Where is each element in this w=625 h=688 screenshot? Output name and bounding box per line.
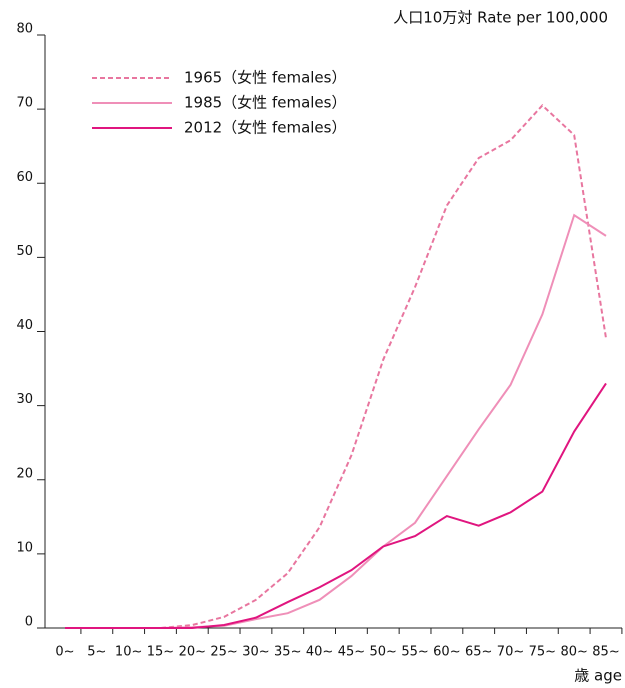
x-tick-label: 5~ xyxy=(87,645,106,660)
x-tick-label: 25~ xyxy=(210,645,237,660)
x-tick-label: 75~ xyxy=(529,645,556,660)
x-tick-label: 10~ xyxy=(115,645,142,660)
legend-label: 2012（女性 females） xyxy=(184,119,346,137)
y-tick-label: 30 xyxy=(16,392,33,407)
y-tick-label: 50 xyxy=(16,244,33,259)
x-tick-label: 40~ xyxy=(306,645,333,660)
legend-label: 1985（女性 females） xyxy=(184,94,346,112)
series-line xyxy=(65,213,607,629)
y-tick-label: 40 xyxy=(16,318,33,333)
y-tick-label: 10 xyxy=(16,540,33,555)
legend-label: 1965（女性 females） xyxy=(184,69,346,87)
x-tick-label: 85~ xyxy=(592,645,619,660)
x-tick-label: 30~ xyxy=(242,645,269,660)
x-tick-label: 60~ xyxy=(433,645,460,660)
x-tick-label: 0~ xyxy=(55,645,74,660)
series-line xyxy=(65,382,607,629)
x-tick-label: 70~ xyxy=(497,645,524,660)
x-tick-label: 20~ xyxy=(179,645,206,660)
x-axis-label: 歳 age xyxy=(574,667,622,685)
x-tick-label: 55~ xyxy=(401,645,428,660)
y-tick-label: 80 xyxy=(16,22,33,37)
x-tick-label: 50~ xyxy=(370,645,397,660)
x-tick-label: 65~ xyxy=(465,645,492,660)
y-tick-label: 70 xyxy=(16,96,33,111)
x-tick-label: 35~ xyxy=(274,645,301,660)
y-tick-label: 0 xyxy=(25,615,33,630)
series-line xyxy=(65,103,607,629)
x-tick-label: 80~ xyxy=(560,645,587,660)
x-tick-label: 45~ xyxy=(338,645,365,660)
y-tick-label: 60 xyxy=(16,170,33,185)
y-axis-label: 人口10万対 Rate per 100,000 xyxy=(393,9,608,27)
x-tick-label: 15~ xyxy=(147,645,174,660)
y-tick-label: 20 xyxy=(16,466,33,481)
